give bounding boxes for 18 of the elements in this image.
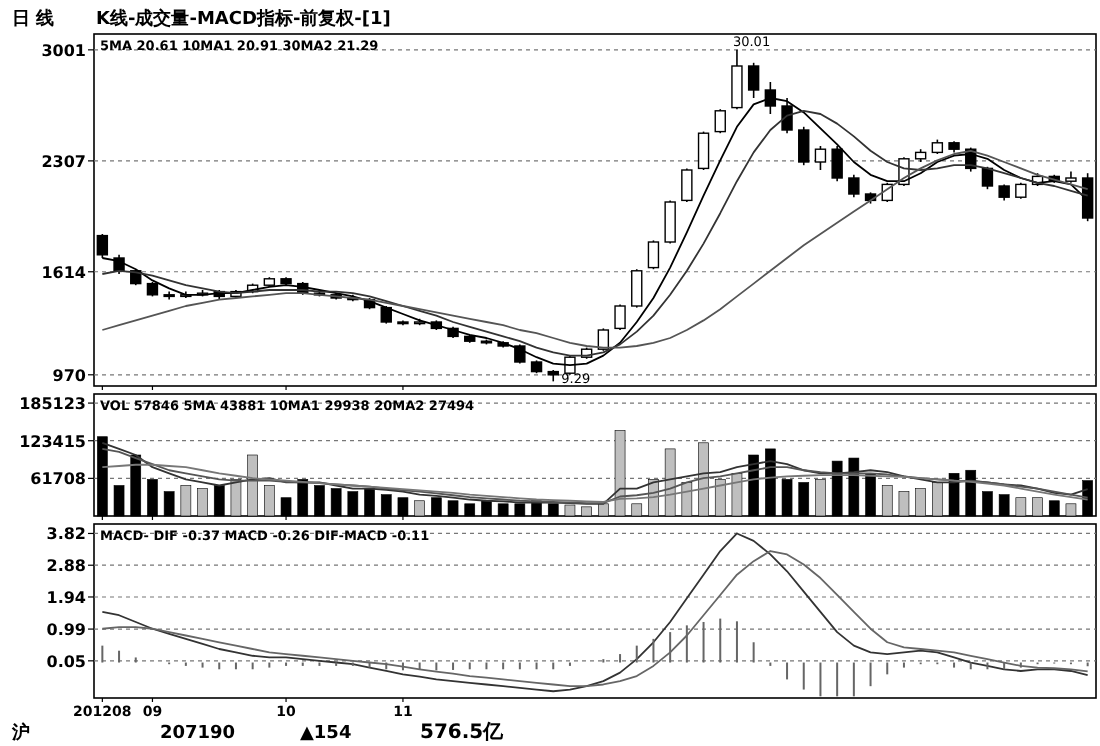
y-tick-label: 970: [52, 366, 87, 385]
text: 207190: [160, 724, 236, 744]
chart-title: 日 线: [12, 8, 55, 30]
text: 沪: [10, 722, 30, 744]
y-tick-label: 2307: [41, 152, 86, 171]
text: ▲154: [300, 724, 352, 744]
y-tick-label: 1.94: [46, 588, 87, 607]
y-tick-label: 185123: [19, 395, 86, 414]
chart-subtitle: K线-成交量-MACD指标-前复权-[1]: [96, 8, 391, 30]
y-tick-label: 3.82: [46, 525, 86, 544]
y-tick-label: 2.88: [46, 557, 87, 576]
y-tick-label: 3001: [41, 41, 87, 60]
text: 576.5亿: [420, 720, 506, 744]
y-tick-label: 1614: [41, 263, 87, 282]
y-tick-label: 123415: [19, 432, 87, 451]
y-tick-label: 0.99: [46, 621, 87, 640]
y-tick-label: 0.05: [46, 652, 87, 671]
y-tick-label: 61708: [30, 470, 87, 489]
